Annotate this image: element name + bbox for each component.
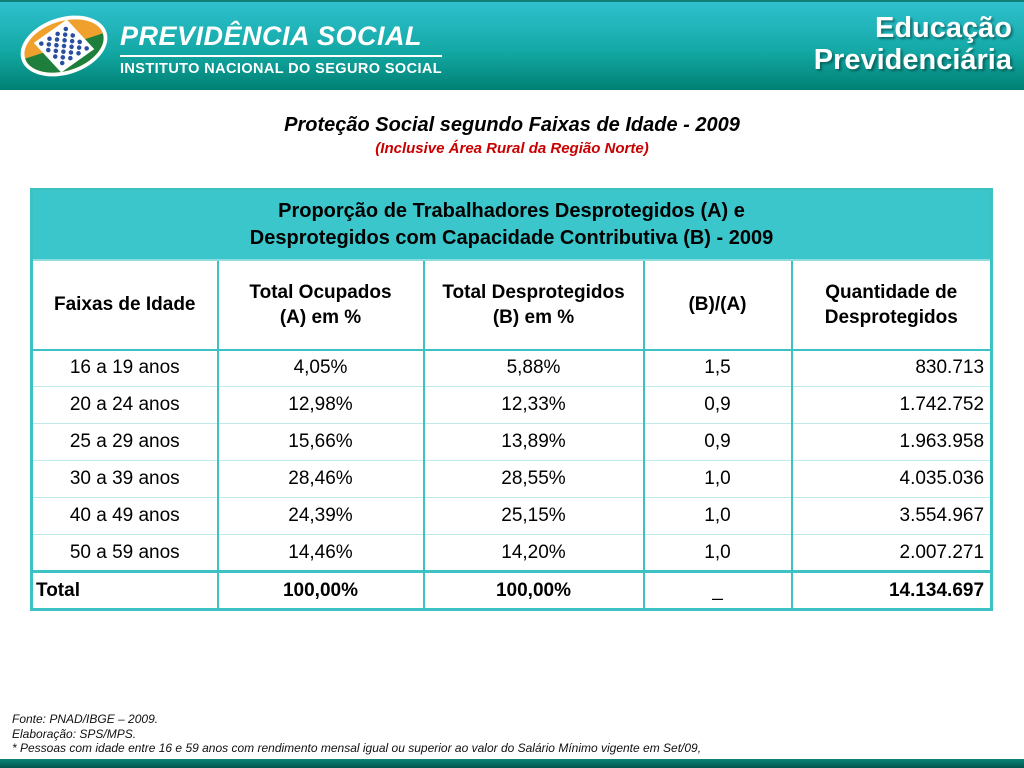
cell-ratio: 1,5 xyxy=(642,349,792,387)
cell-total-ocupados-pct: 100,00% xyxy=(216,570,424,610)
col-header-total-desprotegidos: Total Desprotegidos (B) em % xyxy=(422,259,644,351)
cell-quantidade: 830.713 xyxy=(790,349,992,387)
cell-ratio: 1,0 xyxy=(642,497,792,535)
col-header-total-ocupados: Total Ocupados (A) em % xyxy=(216,259,424,351)
cell-age: 30 a 39 anos xyxy=(31,460,218,498)
table-row: 16 a 19 anos 4,05% 5,88% 1,5 830.713 xyxy=(31,349,992,387)
brand-block: PREVIDÊNCIA SOCIAL INSTITUTO NACIONAL DO… xyxy=(16,8,443,84)
table-header-row: Faixas de Idade Total Ocupados (A) em % … xyxy=(31,259,992,351)
cell-age: 25 a 29 anos xyxy=(31,423,218,461)
footnote-asterisk-note: * Pessoas com idade entre 16 e 59 anos c… xyxy=(12,741,702,755)
cell-ocupados-pct: 14,46% xyxy=(216,534,424,572)
cell-age: 20 a 24 anos xyxy=(31,386,218,424)
cell-total-ratio: _ xyxy=(642,570,792,610)
module-title: Educação Previdenciária xyxy=(814,12,1012,76)
table-caption-row: Proporção de Trabalhadores Desprotegidos… xyxy=(31,189,992,261)
cell-age: 40 a 49 anos xyxy=(31,497,218,535)
cell-ocupados-pct: 28,46% xyxy=(216,460,424,498)
cell-ratio: 0,9 xyxy=(642,386,792,424)
cell-total-quantidade: 14.134.697 xyxy=(790,570,992,610)
brand-subtitle: INSTITUTO NACIONAL DO SEGURO SOCIAL xyxy=(120,61,443,77)
footnote-elaboracao: Elaboração: SPS/MPS. xyxy=(12,726,137,741)
cell-quantidade: 1.742.752 xyxy=(790,386,992,424)
table-total-row: Total 100,00% 100,00% _ 14.134.697 xyxy=(31,570,992,610)
cell-ocupados-pct: 15,66% xyxy=(216,423,424,461)
cell-total-label: Total xyxy=(31,570,218,610)
protection-by-age-table: Proporção de Trabalhadores Desprotegidos… xyxy=(30,188,994,611)
cell-ocupados-pct: 24,39% xyxy=(216,497,424,535)
cell-desprotegidos-pct: 28,55% xyxy=(422,460,644,498)
table-caption: Proporção de Trabalhadores Desprotegidos… xyxy=(31,189,992,261)
cell-quantidade: 4.035.036 xyxy=(790,460,992,498)
table-row: 50 a 59 anos 14,46% 14,20% 1,0 2.007.271 xyxy=(31,534,992,572)
brand-title: PREVIDÊNCIA SOCIAL xyxy=(120,21,443,57)
cell-age: 50 a 59 anos xyxy=(31,534,218,572)
inss-globe-logo-icon xyxy=(20,15,108,77)
table-row: 40 a 49 anos 24,39% 25,15% 1,0 3.554.967 xyxy=(31,497,992,535)
module-title-line1: Educação xyxy=(875,12,1012,44)
col-header-faixas-de-idade: Faixas de Idade xyxy=(31,259,218,351)
cell-desprotegidos-pct: 5,88% xyxy=(422,349,644,387)
cell-ocupados-pct: 4,05% xyxy=(216,349,424,387)
module-title-line2: Previdenciária xyxy=(813,44,1012,76)
footnotes: Fonte: PNAD/IBGE – 2009. Elaboração: SPS… xyxy=(12,712,701,756)
cell-desprotegidos-pct: 25,15% xyxy=(422,497,644,535)
cell-quantidade: 1.963.958 xyxy=(790,423,992,461)
cell-total-desprotegidos-pct: 100,00% xyxy=(422,570,644,610)
slide-title-block: Proteção Social segundo Faixas de Idade … xyxy=(0,114,1024,157)
cell-age: 16 a 19 anos xyxy=(31,349,218,387)
footnote-fonte: Fonte: PNAD/IBGE – 2009. xyxy=(12,712,159,726)
slide-subtitle: (Inclusive Área Rural da Região Norte) xyxy=(375,140,649,157)
cell-ratio: 1,0 xyxy=(642,534,792,572)
table-row: 30 a 39 anos 28,46% 28,55% 1,0 4.035.036 xyxy=(31,460,992,498)
bottom-bar xyxy=(0,759,1024,768)
header-banner: PREVIDÊNCIA SOCIAL INSTITUTO NACIONAL DO… xyxy=(0,0,1024,90)
cell-ocupados-pct: 12,98% xyxy=(216,386,424,424)
col-header-ratio: (B)/(A) xyxy=(642,259,792,351)
col-header-quantidade: Quantidade de Desprotegidos xyxy=(790,259,992,351)
cell-desprotegidos-pct: 14,20% xyxy=(422,534,644,572)
table-row: 25 a 29 anos 15,66% 13,89% 0,9 1.963.958 xyxy=(31,423,992,461)
brand-text: PREVIDÊNCIA SOCIAL INSTITUTO NACIONAL DO… xyxy=(120,15,443,77)
cell-quantidade: 2.007.271 xyxy=(790,534,992,572)
table-row: 20 a 24 anos 12,98% 12,33% 0,9 1.742.752 xyxy=(31,386,992,424)
cell-quantidade: 3.554.967 xyxy=(790,497,992,535)
cell-desprotegidos-pct: 13,89% xyxy=(422,423,644,461)
cell-ratio: 1,0 xyxy=(642,460,792,498)
cell-desprotegidos-pct: 12,33% xyxy=(422,386,644,424)
slide-title: Proteção Social segundo Faixas de Idade … xyxy=(284,114,740,136)
cell-ratio: 0,9 xyxy=(642,423,792,461)
